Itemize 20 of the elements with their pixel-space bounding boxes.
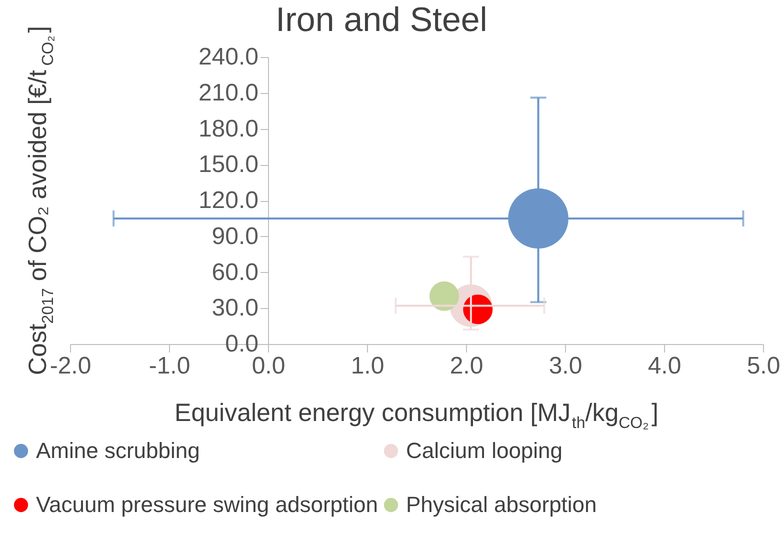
y-tick-label: 240.0 — [198, 44, 258, 70]
legend-label: Amine scrubbing — [36, 438, 200, 463]
x-tick-label: -2.0 — [50, 352, 92, 380]
y-tick-label: 180.0 — [198, 115, 258, 142]
legend-label: Calcium looping — [406, 438, 563, 463]
x-tick-label: 3.0 — [548, 352, 582, 380]
chart-title: Iron and Steel — [276, 1, 488, 39]
x-tick-label: 4.0 — [648, 352, 682, 380]
legend-label: Physical absorption — [406, 492, 597, 517]
legend-label: Vacuum pressure swing adsorption — [36, 492, 378, 517]
x-tick-label: 1.0 — [350, 352, 384, 380]
y-tick-label: 30.0 — [212, 294, 258, 322]
x-tick-label: 5.0 — [746, 352, 780, 380]
y-tick-label: 120.0 — [198, 187, 258, 214]
x-tick-label: 2.0 — [450, 352, 484, 380]
y-tick-label: 210.0 — [198, 79, 258, 106]
y-tick-label: 150.0 — [198, 151, 258, 178]
y-tick-label: 60.0 — [212, 258, 258, 286]
x-tick-label: -1.0 — [148, 352, 190, 380]
y-tick-label: 90.0 — [212, 222, 258, 250]
